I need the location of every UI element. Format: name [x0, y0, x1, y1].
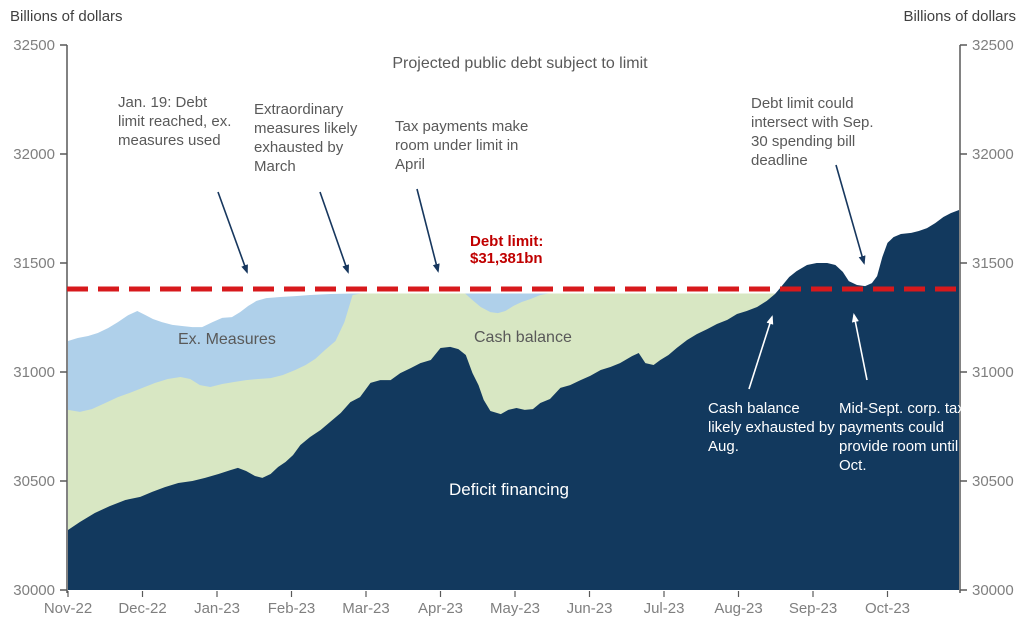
y-tick-label-left: 30000 [13, 582, 55, 599]
annotation-extraordinary-measures: Extraordinary measures likely exhausted … [254, 101, 358, 175]
x-tick-label: Mar-23 [342, 600, 390, 617]
area-label-ex-measures: Ex. Measures [178, 331, 276, 348]
annotation-cash-exhausted: Cash balance likely exhausted by Aug. [708, 400, 835, 455]
y-tick-label-right: 31500 [972, 255, 1014, 272]
area-label-deficit-financing: Deficit financing [449, 480, 570, 499]
debt-limit-label: Debt limit: $31,381bn [470, 233, 600, 267]
y-tick-label-left: 31000 [13, 364, 55, 381]
arrow-sep30 [835, 164, 866, 265]
y-tick-label-left: 32500 [13, 37, 55, 54]
axes: 30000 30000 30500 30500 31000 31000 31500 31500… [13, 37, 1013, 617]
stacked-areas [68, 210, 959, 590]
y-tick-label-right: 30500 [972, 473, 1014, 490]
annotation-arrows [217, 164, 868, 390]
arrow-mid-sept [851, 313, 868, 381]
arrow-tax-april [416, 188, 440, 273]
arrow-jan19 [217, 191, 248, 274]
annotation-sep30-deadline: Debt limit could intersect with Sep. 30 … [751, 95, 874, 169]
y-tick-label-right: 31000 [972, 364, 1014, 381]
x-tick-label: Jan-23 [194, 600, 240, 617]
y-tick-label-right: 32500 [972, 37, 1014, 54]
annotation-tax-payments: Tax payments make room under limit in Ap… [395, 118, 529, 173]
y-tick-label-left: 32000 [13, 146, 55, 163]
arrow-cash-aug [748, 315, 774, 390]
y-tick-label-left: 31500 [13, 255, 55, 272]
area-deficit-financing [68, 210, 959, 590]
y-tick-label-left: 30500 [13, 473, 55, 490]
area-label-cash-balance: Cash balance [474, 329, 572, 346]
x-tick-label: May-23 [490, 600, 540, 617]
annotation-mid-sept-tax: Mid-Sept. corp. tax payments could provi… [839, 400, 965, 474]
x-tick-label: Nov-22 [44, 600, 92, 617]
debt-limit-label-line1: Debt limit: [470, 233, 544, 250]
y-axis-title-left: Billions of dollars [10, 8, 123, 25]
x-tick-label: Jul-23 [644, 600, 685, 617]
y-axis-title-right: Billions of dollars [903, 8, 1016, 25]
x-tick-label: Oct-23 [865, 600, 910, 617]
x-tick-label: Jun-23 [567, 600, 613, 617]
annotation-jan19: Jan. 19: Debt limit reached, ex. measure… [118, 94, 232, 149]
x-tick-label: Feb-23 [268, 600, 316, 617]
x-tick-label: Apr-23 [418, 600, 463, 617]
debt-limit-label-line2: $31,381bn [470, 250, 543, 267]
chart-title: Projected public debt subject to limit [392, 55, 648, 72]
x-tick-label: Sep-23 [789, 600, 837, 617]
y-tick-label-right: 30000 [972, 582, 1014, 599]
y-tick-label-right: 32000 [972, 146, 1014, 163]
x-tick-label: Aug-23 [714, 600, 762, 617]
x-tick-label: Dec-22 [118, 600, 166, 617]
arrow-extraordinary [319, 191, 349, 274]
